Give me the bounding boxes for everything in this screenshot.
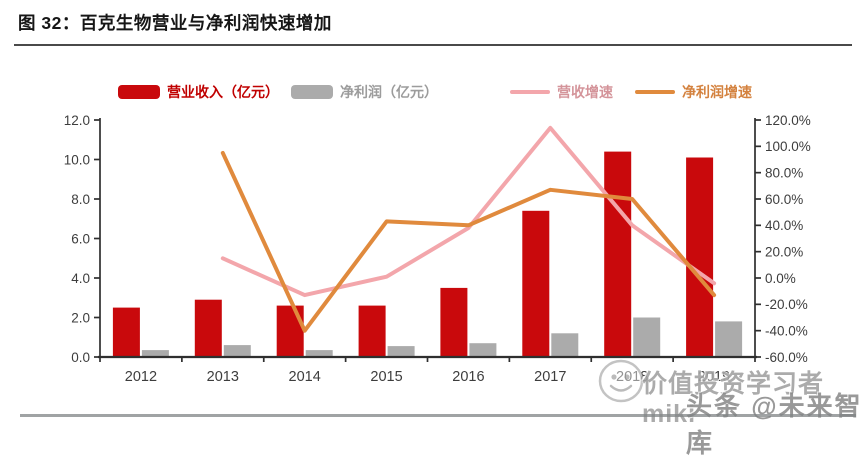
y-axis-right-label: 60.0%: [765, 192, 803, 207]
revenue-bar-2017: [522, 210, 550, 357]
y-axis-left-label: 6.0: [71, 231, 90, 246]
y-axis-right-label: -40.0%: [765, 323, 808, 338]
y-axis-left-label: 2.0: [71, 310, 90, 325]
x-axis-label: 2017: [534, 369, 566, 385]
revenue-bar-2013: [194, 299, 222, 357]
y-axis-left-label: 12.0: [64, 113, 90, 128]
net-profit-bar-2018: [633, 317, 661, 357]
y-axis-right-label: -20.0%: [765, 297, 808, 312]
y-axis-left-label: 0.0: [71, 350, 90, 365]
y-axis-right-label: 40.0%: [765, 218, 803, 233]
revenue-bar-2018: [604, 151, 632, 357]
net-profit-bar-2019: [715, 321, 743, 357]
legend-label-revenue: 营业收入（亿元）: [167, 84, 279, 100]
y-axis-left-label: 4.0: [71, 271, 90, 286]
y-axis-right-label: 120.0%: [765, 113, 811, 128]
y-axis-right-label: 100.0%: [765, 139, 811, 154]
title-divider: [14, 44, 852, 46]
legend-item-net-profit: 净利润（亿元）: [291, 82, 438, 102]
revenue-growth-line: [220, 125, 717, 298]
y-axis-left-label: 10.0: [64, 152, 90, 167]
net-profit-growth-line-swatch: [635, 89, 675, 95]
revenue-bar-2015: [358, 305, 386, 357]
revenue-bar-2012: [112, 307, 140, 357]
y-axis-right-label: 0.0%: [765, 271, 796, 286]
x-axis-label: 2019: [698, 369, 730, 385]
revenue-bar-2014: [276, 305, 304, 357]
legend-item-revenue-growth: 营收增速: [510, 82, 613, 102]
legend-label-net-profit-growth: 净利润增速: [682, 84, 752, 100]
figure-panel: 图 32：百克生物营业与净利润快速增加 营业收入（亿元） 净利润（亿元） 营收增…: [14, 13, 861, 458]
net-profit-bar-2017: [551, 333, 579, 357]
net-profit-bar-2013: [223, 345, 251, 357]
bottom-divider: [20, 414, 856, 417]
net-profit-bar-2016: [469, 343, 497, 357]
chart-legend: 营业收入（亿元） 净利润（亿元） 营收增速 净利润增速: [118, 82, 752, 102]
revenue-bar-2016: [440, 287, 468, 357]
legend-item-net-profit-growth: 净利润增速: [635, 82, 752, 102]
net-profit-growth-line: [220, 150, 717, 333]
y-axis-right-label: 20.0%: [765, 244, 803, 259]
y-axis-left-label: 8.0: [71, 192, 90, 207]
revenue-growth-line-swatch: [510, 89, 550, 95]
net-profit-bar-swatch: [291, 85, 333, 99]
x-axis-label: 2018: [616, 369, 648, 385]
legend-item-revenue: 营业收入（亿元）: [118, 82, 279, 102]
x-axis-label: 2012: [125, 369, 157, 385]
net-profit-bar-2012: [141, 350, 169, 357]
y-axis-right-label: -60.0%: [765, 350, 808, 365]
x-axis-label: 2013: [207, 369, 239, 385]
x-axis-label: 2015: [370, 369, 402, 385]
revenue-bar-swatch: [118, 85, 160, 99]
x-axis-label: 2014: [289, 369, 321, 385]
net-profit-bar-2014: [305, 350, 333, 357]
figure-title: 图 32：百克生物营业与净利润快速增加: [18, 13, 332, 33]
revenue-bar-2019: [686, 157, 714, 357]
combo-chart: 12.0 10.0 8.0 6.0 4.0 2.0 0.0 120.0% 100.0% 80.0%…: [64, 113, 811, 385]
legend-label-net-profit: 净利润（亿元）: [340, 84, 438, 100]
x-axis-label: 2016: [452, 369, 484, 385]
legend-label-revenue-growth: 营收增速: [557, 84, 613, 100]
y-axis-right-label: 80.0%: [765, 165, 803, 180]
net-profit-bar-2015: [387, 346, 415, 357]
